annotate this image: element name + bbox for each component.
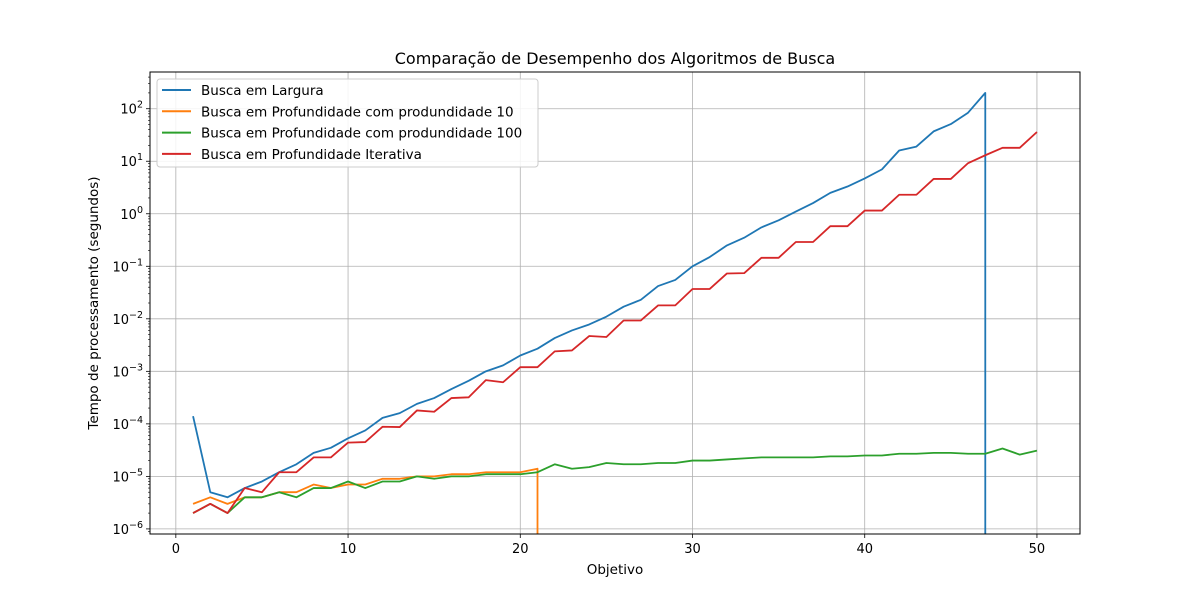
legend-label: Busca em Profundidade com produndidade 1… <box>201 104 514 120</box>
y-tick-label: 102 <box>120 100 143 118</box>
x-tick-label: 50 <box>1029 542 1046 557</box>
series-lines <box>192 92 1038 534</box>
series-line-1 <box>192 92 987 534</box>
y-tick-label: 10−1 <box>112 257 143 275</box>
x-tick-label: 20 <box>512 542 529 557</box>
y-axis-label: Tempo de processamento (segundos) <box>86 176 102 430</box>
y-tick-label: 10−5 <box>112 467 143 485</box>
y-tick-label: 10−2 <box>112 310 143 328</box>
x-axis-ticks: 0 10 20 30 40 50 <box>172 534 1046 557</box>
x-axis-label: Objetivo <box>587 562 644 578</box>
legend-label: Busca em Profundidade com produndidade 1… <box>201 126 522 142</box>
series-line-3 <box>192 447 1038 514</box>
x-tick-label: 40 <box>856 542 873 557</box>
x-tick-label: 0 <box>172 542 180 557</box>
legend: Busca em Largura Busca em Profundidade co… <box>156 78 539 168</box>
x-tick-label: 10 <box>340 542 357 557</box>
y-tick-label: 10−6 <box>112 520 143 538</box>
y-axis-ticks: 10−6 10−5 10−4 10−3 10−2 10−1 100 101 102 <box>112 76 150 538</box>
legend-label: Busca em Largura <box>201 83 324 99</box>
x-tick-label: 30 <box>684 542 701 557</box>
y-tick-label: 100 <box>120 205 143 223</box>
y-tick-label: 101 <box>120 152 143 170</box>
legend-box <box>156 78 539 168</box>
y-tick-label: 10−3 <box>112 362 143 380</box>
y-tick-label: 10−4 <box>112 415 143 433</box>
chart-title: Comparação de Desempenho dos Algoritmos … <box>395 49 835 68</box>
series-line-4 <box>192 131 1038 514</box>
legend-label: Busca em Profundidade Iterativa <box>201 147 422 163</box>
